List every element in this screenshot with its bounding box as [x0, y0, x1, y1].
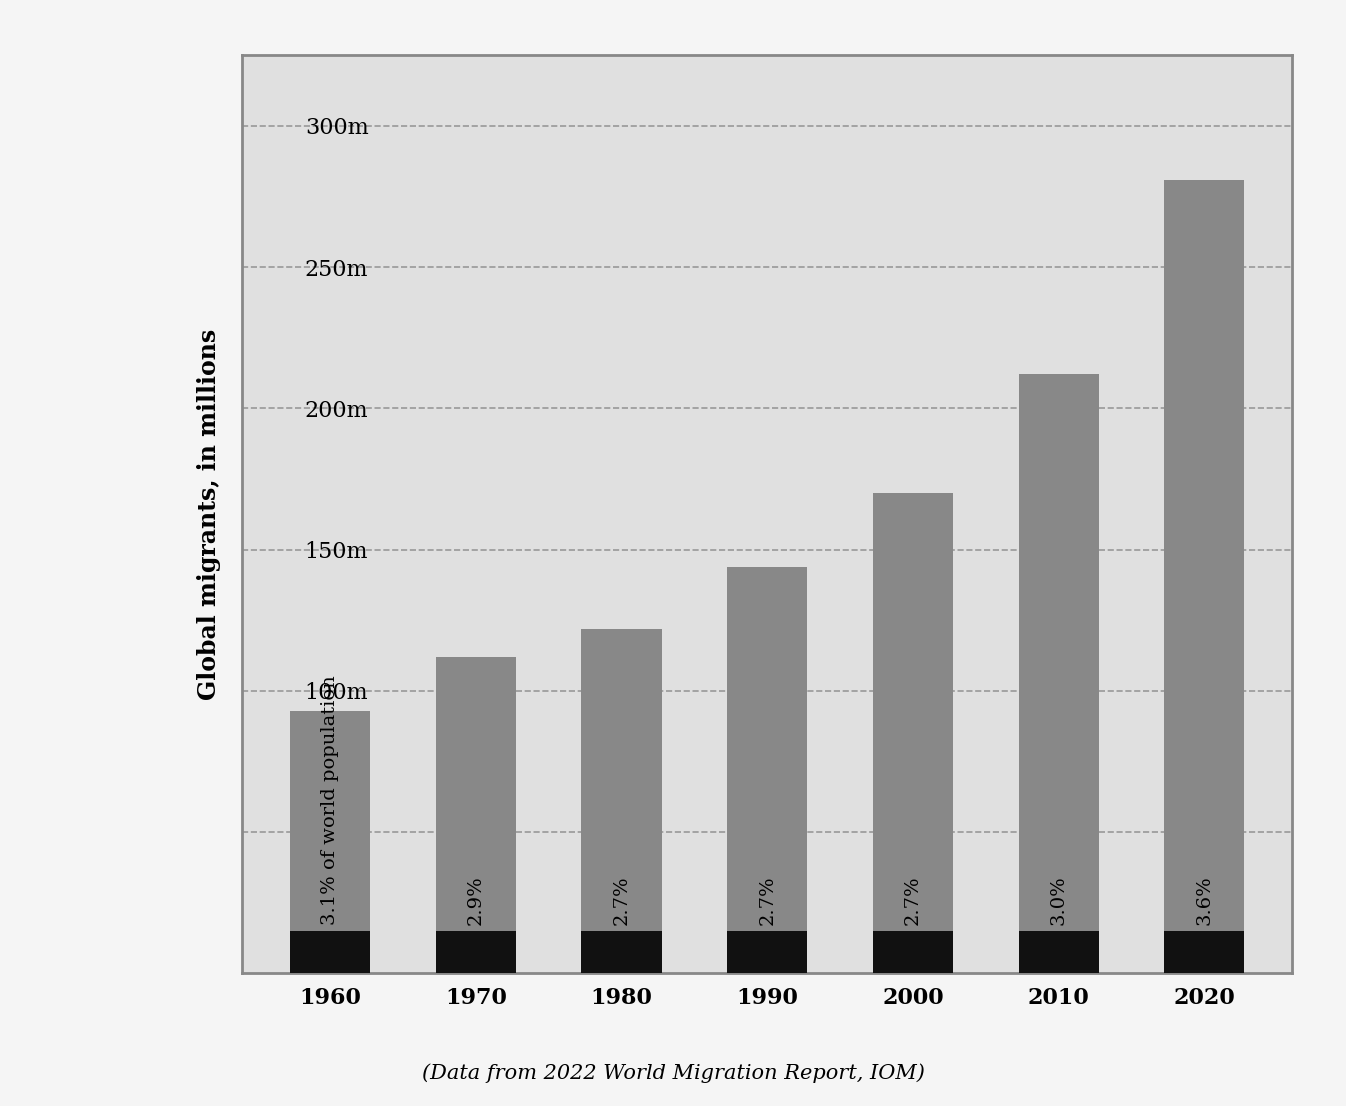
- Bar: [436, 657, 516, 973]
- Text: 3.1% of world population: 3.1% of world population: [322, 676, 339, 926]
- Bar: [436, 931, 516, 973]
- Bar: [872, 931, 953, 973]
- Text: 2.9%: 2.9%: [467, 876, 485, 926]
- Bar: [1164, 931, 1245, 973]
- Text: 3.6%: 3.6%: [1195, 876, 1213, 926]
- Bar: [289, 931, 370, 973]
- Bar: [1019, 931, 1098, 973]
- Bar: [289, 710, 370, 973]
- Text: (Data from 2022 World Migration Report, IOM): (Data from 2022 World Migration Report, …: [421, 1063, 925, 1083]
- Bar: [872, 493, 953, 973]
- Bar: [1019, 375, 1098, 973]
- Text: 2.7%: 2.7%: [758, 876, 777, 926]
- Bar: [1164, 179, 1245, 973]
- Bar: [727, 931, 808, 973]
- Bar: [727, 566, 808, 973]
- Bar: [581, 628, 662, 973]
- Y-axis label: Global migrants, in millions: Global migrants, in millions: [198, 328, 222, 700]
- Text: 3.0%: 3.0%: [1050, 876, 1067, 926]
- Text: 2.7%: 2.7%: [905, 876, 922, 926]
- Bar: [581, 931, 662, 973]
- Text: 2.7%: 2.7%: [612, 876, 630, 926]
